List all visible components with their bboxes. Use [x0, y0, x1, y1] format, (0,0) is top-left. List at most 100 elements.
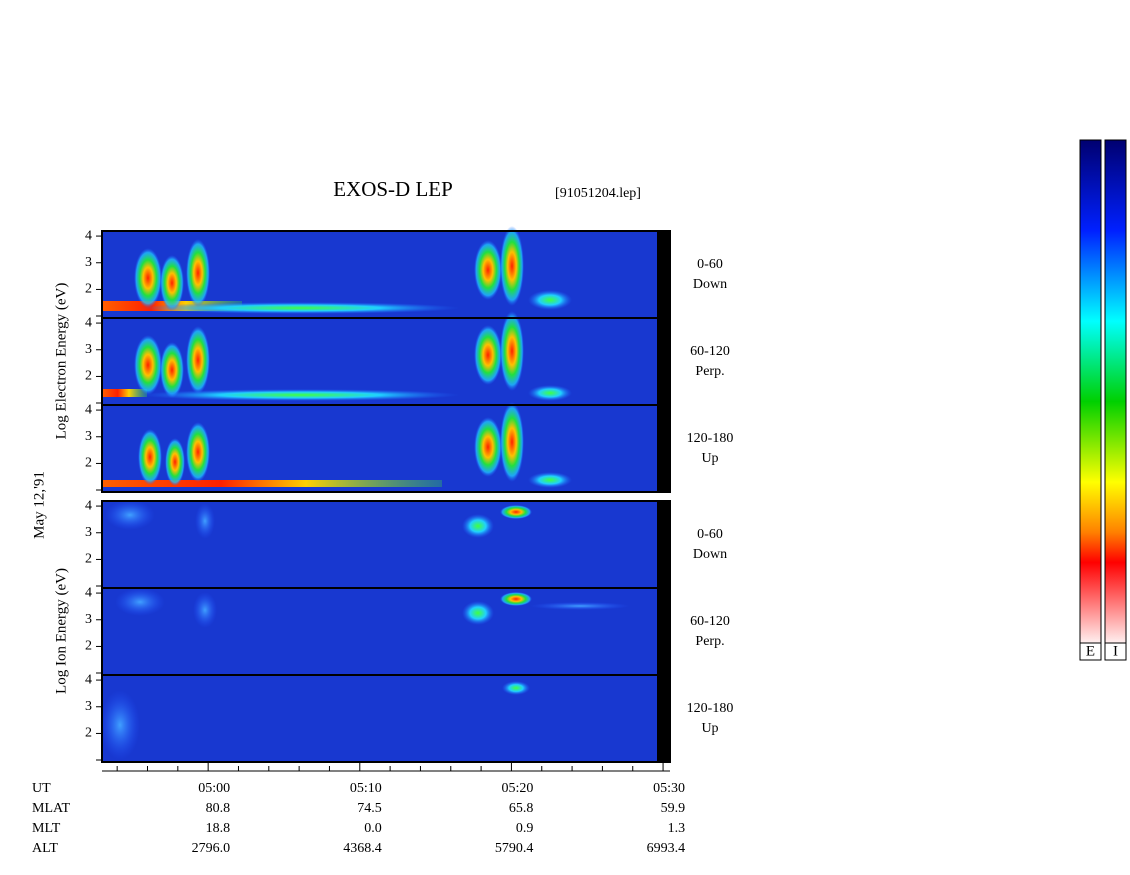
spectral-feature — [474, 325, 502, 385]
spectrogram-panel — [101, 402, 671, 493]
orbit-value: 18.8 — [206, 821, 231, 836]
orbit-value: 0.0 — [364, 821, 382, 836]
y-tick-label: 3 — [85, 255, 92, 270]
y-tick-label: 2 — [85, 282, 92, 297]
colorbar-label-box — [1079, 642, 1102, 661]
spectral-feature — [186, 326, 210, 394]
y-tick-label: 4 — [85, 672, 92, 687]
spectral-feature — [138, 429, 162, 485]
direction-label: Perp. — [695, 364, 724, 379]
x-tick-label: 05:10 — [350, 781, 382, 796]
pitch-angle-label: 120-180 — [687, 431, 734, 446]
spectral-feature — [134, 248, 162, 308]
pitch-angle-label: 60-120 — [690, 344, 730, 359]
spectral-feature — [500, 402, 524, 482]
spectral-feature — [105, 500, 155, 530]
spectral-feature — [474, 240, 502, 300]
spectral-feature — [100, 690, 140, 760]
orbit-value: 6993.4 — [647, 841, 686, 856]
pitch-angle-label: 60-120 — [690, 614, 730, 629]
orbit-value: 0.9 — [516, 821, 534, 836]
x-axis-label: UT — [32, 781, 51, 796]
spectral-feature — [160, 342, 184, 398]
panel-frame — [101, 404, 671, 493]
direction-label: Up — [701, 451, 718, 466]
y-tick-label: 4 — [85, 585, 92, 600]
y-tick-label: 4 — [85, 498, 92, 513]
colorbars: E I — [1079, 139, 1127, 661]
panel-background — [102, 675, 657, 762]
orbit-value: 4368.4 — [343, 841, 382, 856]
pitch-angle-label: 120-180 — [687, 701, 734, 716]
x-tick-label: 05:20 — [502, 781, 534, 796]
spectrogram-panel — [101, 587, 671, 676]
spectral-feature — [530, 602, 630, 610]
spectrogram-panel — [100, 674, 671, 763]
colorbar-label: E — [1086, 643, 1095, 659]
panel-background — [102, 405, 657, 492]
spectral-feature — [500, 311, 524, 391]
y-axis-label: Log Electron Energy (eV) — [53, 283, 69, 440]
date-label: May 12,'91 — [31, 471, 47, 539]
spectral-feature — [502, 681, 530, 695]
spectral-feature — [528, 472, 572, 488]
panel-background — [102, 588, 657, 675]
pitch-angle-label: 0-60 — [697, 257, 723, 272]
x-tick-label: 05:30 — [653, 781, 685, 796]
orbit-value: 5790.4 — [495, 841, 534, 856]
spectral-feature — [528, 290, 572, 310]
pitch-angle-label: 0-60 — [697, 527, 723, 542]
y-tick-label: 2 — [85, 726, 92, 741]
orbit-row-label: MLT — [32, 821, 61, 836]
orbit-value: 65.8 — [509, 801, 534, 816]
orbit-value: 1.3 — [668, 821, 686, 836]
spectral-band — [102, 389, 147, 397]
spectral-feature — [500, 592, 532, 606]
panel-strip — [657, 675, 670, 762]
y-tick-label: 3 — [85, 612, 92, 627]
orbit-value: 2796.0 — [192, 841, 231, 856]
colorbar-label: I — [1113, 643, 1118, 659]
spectral-feature — [165, 438, 185, 486]
y-tick-label: 2 — [85, 369, 92, 384]
spectral-feature — [115, 588, 165, 616]
spectral-feature — [186, 422, 210, 482]
y-tick-label: 4 — [85, 315, 92, 330]
y-axis-label: Log Ion Energy (eV) — [53, 568, 69, 694]
orbit-value: 59.9 — [661, 801, 686, 816]
y-tick-label: 2 — [85, 552, 92, 567]
spectral-feature — [474, 417, 502, 477]
spectral-feature — [193, 592, 217, 628]
orbit-value: 80.8 — [206, 801, 231, 816]
panel-strip — [657, 318, 670, 405]
colorbar — [1079, 139, 1102, 644]
spectral-band — [102, 480, 442, 487]
spectral-feature — [186, 239, 210, 307]
orbit-row-label: MLAT — [32, 801, 71, 816]
chart-title: EXOS-D LEP — [333, 177, 453, 201]
spectrogram-panel — [101, 226, 671, 319]
y-tick-label: 2 — [85, 639, 92, 654]
spectral-feature — [195, 503, 215, 539]
y-tick-label: 4 — [85, 402, 92, 417]
y-tick-label: 4 — [85, 228, 92, 243]
direction-label: Down — [693, 277, 727, 292]
spectral-feature — [160, 255, 184, 311]
panel-strip — [657, 231, 670, 318]
y-tick-label: 3 — [85, 342, 92, 357]
panel-strip — [657, 588, 670, 675]
spectrogram-panel — [101, 500, 671, 589]
x-tick-label: 05:00 — [198, 781, 230, 796]
colorbar-label-box — [1104, 642, 1127, 661]
orbit-value: 74.5 — [357, 801, 382, 816]
y-tick-label: 3 — [85, 525, 92, 540]
y-tick-label: 3 — [85, 699, 92, 714]
orbit-row-label: ALT — [32, 841, 58, 856]
spectral-feature — [140, 302, 460, 314]
panel-background — [102, 501, 657, 588]
panel-frame — [101, 674, 671, 763]
spectral-feature — [462, 514, 494, 538]
spectral-feature — [134, 335, 162, 395]
spectral-feature — [500, 505, 532, 519]
